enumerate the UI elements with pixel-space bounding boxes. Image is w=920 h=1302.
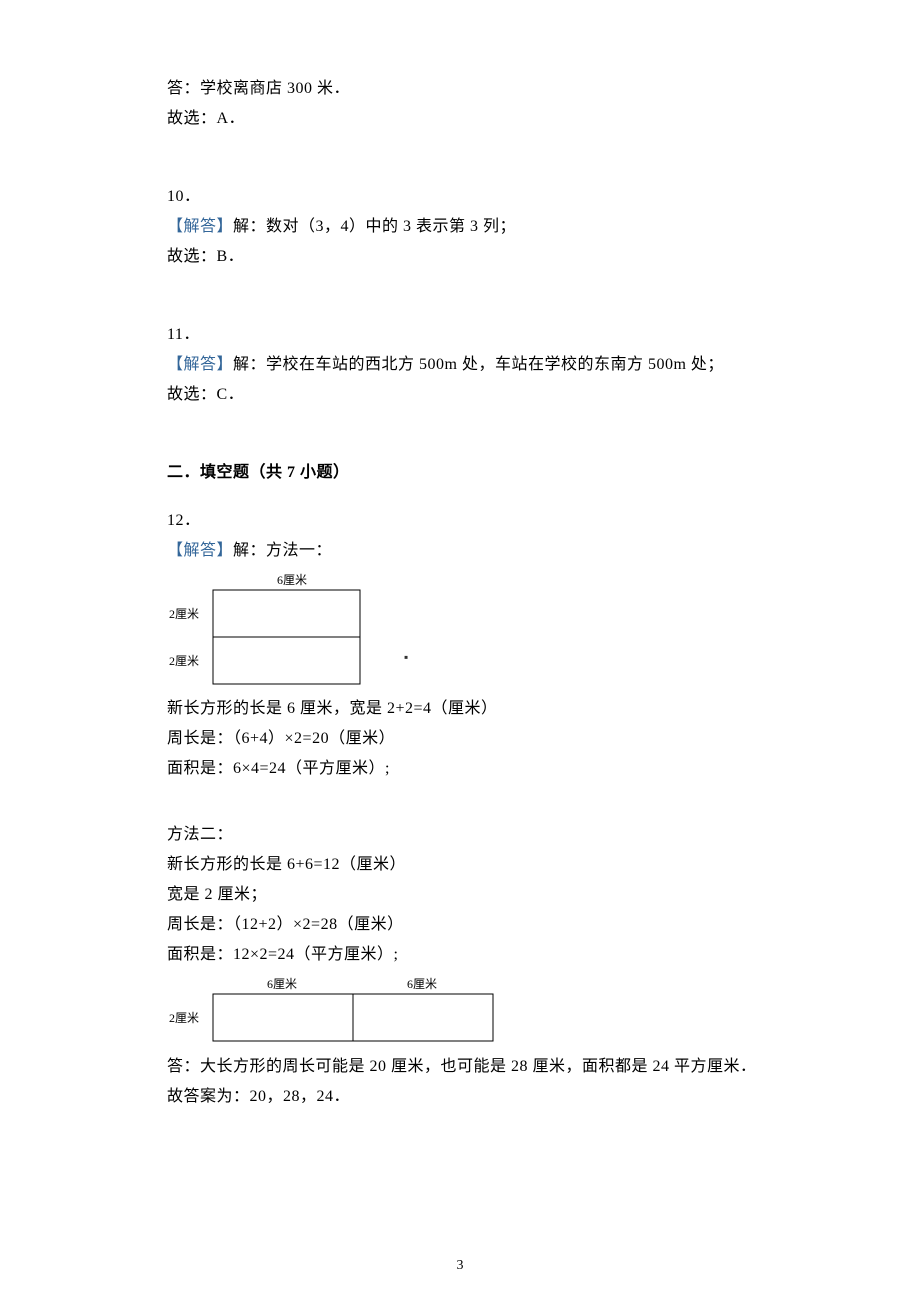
q12-number: 12． [167, 506, 760, 536]
q12-method2-title: 方法二： [167, 820, 760, 850]
section-2-title: 二．填空题（共 7 小题） [167, 458, 760, 488]
fig2-rect-right [353, 994, 493, 1041]
q11-number: 11． [167, 320, 760, 350]
q12-m2-line3: 周长是：（12+2）×2=28（厘米） [167, 910, 760, 940]
figure-1: 6厘米 2厘米 2厘米 [167, 570, 760, 688]
q10-answer-line: 【解答】解：数对（3，4）中的 3 表示第 3 列； [167, 212, 760, 242]
q12-m1-text: 解：方法一： [233, 542, 332, 559]
answer-label: 【解答】 [167, 542, 233, 559]
q11-answer-text: 解：学校在车站的西北方 500m 处，车站在学校的东南方 500m 处； [233, 356, 724, 373]
fig2-top-label-1: 6厘米 [267, 977, 297, 991]
spacer [167, 272, 760, 320]
content-area: 答：学校离商店 300 米． 故选：A． 10． 【解答】解：数对（3，4）中的… [167, 74, 760, 1112]
spacer [167, 784, 760, 820]
page-number: 3 [0, 1258, 920, 1274]
q12-final: 故答案为：20，28，24． [167, 1082, 760, 1112]
center-dot-icon: ▪ [404, 650, 408, 665]
q10-choice: 故选：B． [167, 242, 760, 272]
answer-label: 【解答】 [167, 356, 233, 373]
q12-method1-intro: 【解答】解：方法一： [167, 536, 760, 566]
fig1-rect-top [213, 590, 360, 637]
figure-2-svg: 6厘米 6厘米 2厘米 [167, 974, 507, 1046]
q10-answer-text: 解：数对（3，4）中的 3 表示第 3 列； [233, 218, 516, 235]
q11-answer-line: 【解答】解：学校在车站的西北方 500m 处，车站在学校的东南方 500m 处； [167, 350, 760, 380]
fig2-rect-left [213, 994, 353, 1041]
q12-m2-line4: 面积是：12×2=24（平方厘米）; [167, 940, 760, 970]
fig1-left-label-2: 2厘米 [169, 654, 199, 668]
q12-conclusion: 答：大长方形的周长可能是 20 厘米，也可能是 28 厘米，面积都是 24 平方… [167, 1052, 760, 1082]
document-page: 答：学校离商店 300 米． 故选：A． 10． 【解答】解：数对（3，4）中的… [0, 0, 920, 1302]
q12-m2-line1: 新长方形的长是 6+6=12（厘米） [167, 850, 760, 880]
fig1-left-label-1: 2厘米 [169, 607, 199, 621]
q10-number: 10． [167, 182, 760, 212]
fig2-left-label: 2厘米 [169, 1011, 199, 1025]
q12-m1-line2: 周长是：（6+4）×2=20（厘米） [167, 724, 760, 754]
pre-line-2: 故选：A． [167, 104, 760, 134]
spacer [167, 410, 760, 458]
q12-m1-line1: 新长方形的长是 6 厘米，宽是 2+2=4（厘米） [167, 694, 760, 724]
fig1-rect-bottom [213, 637, 360, 684]
q11-choice: 故选：C． [167, 380, 760, 410]
spacer [167, 134, 760, 182]
q12-m2-line2: 宽是 2 厘米； [167, 880, 760, 910]
fig2-top-label-2: 6厘米 [407, 977, 437, 991]
fig1-top-label: 6厘米 [277, 573, 307, 587]
figure-2: 6厘米 6厘米 2厘米 [167, 974, 760, 1046]
spacer [167, 488, 760, 506]
q12-m1-line3: 面积是：6×4=24（平方厘米）; [167, 754, 760, 784]
figure-1-svg: 6厘米 2厘米 2厘米 [167, 570, 377, 688]
answer-label: 【解答】 [167, 218, 233, 235]
pre-line-1: 答：学校离商店 300 米． [167, 74, 760, 104]
